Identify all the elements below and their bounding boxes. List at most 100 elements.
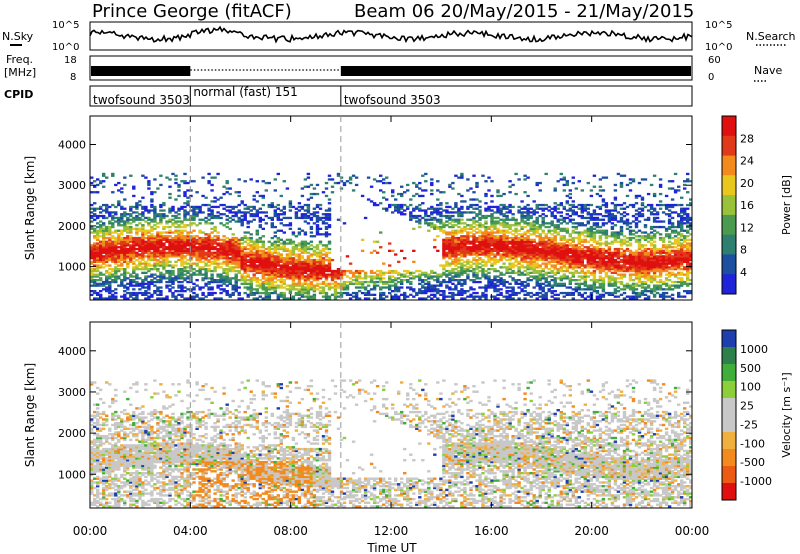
heatmap-cell: [439, 208, 442, 210]
heatmap-cell: [253, 198, 256, 200]
heatmap-cell: [484, 202, 487, 204]
heatmap-cell: [319, 290, 322, 292]
heatmap-cell: [343, 270, 346, 272]
heatmap-cell: [105, 217, 108, 219]
heatmap-cell: [232, 211, 235, 213]
heatmap-cell: [174, 175, 177, 177]
heatmap-cell: [132, 211, 135, 213]
heatmap-cell: [207, 264, 210, 266]
heatmap-cell: [358, 286, 361, 288]
heatmap-cell: [391, 189, 394, 191]
heatmap-cell: [566, 222, 569, 224]
heatmap-cell: [337, 173, 340, 175]
heatmap-cell: [96, 279, 99, 281]
heatmap-cell: [277, 285, 280, 287]
heatmap-cell: [493, 220, 496, 222]
heatmap-cell: [247, 252, 250, 254]
heatmap-cell: [204, 204, 207, 206]
heatmap-cell: [222, 239, 225, 241]
heatmap-cell: [448, 211, 451, 213]
heatmap-cell: [171, 173, 174, 175]
heatmap-cell: [150, 198, 153, 200]
heatmap-cell: [250, 178, 253, 180]
heatmap-cell: [475, 208, 478, 210]
heatmap-cell: [382, 272, 385, 274]
heatmap-cell: [247, 274, 250, 276]
heatmap-cell: [385, 286, 388, 288]
heatmap-cell: [572, 292, 575, 294]
heatmap-cell: [361, 277, 364, 279]
heatmap-cell: [382, 178, 385, 180]
heatmap-cell: [99, 294, 102, 296]
heatmap-cell: [445, 252, 448, 254]
heatmap-cell: [147, 180, 150, 182]
heatmap-cell: [551, 290, 554, 292]
heatmap-cell: [307, 186, 310, 188]
heatmap-cell: [280, 242, 283, 244]
heatmap-cell: [445, 237, 448, 239]
heatmap-cell: [238, 297, 241, 299]
heatmap-cell: [346, 255, 349, 257]
heatmap-cell: [90, 191, 93, 193]
heatmap-cell: [144, 261, 147, 263]
heatmap-cell: [469, 279, 472, 281]
heatmap-cell: [216, 297, 219, 299]
heatmap-cell: [120, 237, 123, 239]
heatmap-cell: [162, 274, 165, 276]
heatmap-cell: [201, 292, 204, 294]
heatmap-cell: [346, 292, 349, 294]
heatmap-cell: [484, 261, 487, 263]
heatmap-cell: [530, 272, 533, 274]
heatmap-cell: [511, 237, 514, 239]
heatmap-cell: [292, 257, 295, 259]
heatmap-cell: [226, 180, 229, 182]
heatmap-cell: [147, 268, 150, 270]
heatmap-cell: [277, 252, 280, 254]
heatmap-cell: [274, 281, 277, 283]
heatmap-cell: [226, 222, 229, 224]
heatmap-cell: [388, 292, 391, 294]
heatmap-cell: [523, 237, 526, 239]
heatmap-cell: [490, 257, 493, 259]
heatmap-cell: [216, 211, 219, 213]
heatmap-cell: [557, 211, 560, 213]
heatmap-cell: [304, 213, 307, 215]
freq-trace: [91, 66, 691, 76]
heatmap-cell: [496, 228, 499, 230]
heatmap-cell: [204, 263, 207, 265]
heatmap-cell: [180, 281, 183, 283]
heatmap-cell: [313, 294, 316, 296]
heatmap-cell: [247, 220, 250, 222]
heatmap-cell: [286, 217, 289, 219]
heatmap-cell: [442, 209, 445, 211]
heatmap-cell: [168, 178, 171, 180]
heatmap-cell: [268, 241, 271, 243]
heatmap-cell: [499, 195, 502, 197]
heatmap-cell: [433, 285, 436, 287]
heatmap-cell: [511, 217, 514, 219]
heatmap-cell: [108, 281, 111, 283]
heatmap-cell: [406, 286, 409, 288]
heatmap-cell: [457, 257, 460, 259]
heatmap-cell: [168, 285, 171, 287]
heatmap-cell: [433, 272, 436, 274]
heatmap-cell: [581, 244, 584, 246]
heatmap-cell: [204, 268, 207, 270]
heatmap-cell: [96, 208, 99, 210]
heatmap-cell: [328, 175, 331, 177]
heatmap-cell: [526, 261, 529, 263]
heatmap-cell: [132, 228, 135, 230]
heatmap-cell: [545, 226, 548, 228]
heatmap-cell: [168, 270, 171, 272]
heatmap-cell: [274, 241, 277, 243]
heatmap-cell: [307, 246, 310, 248]
heatmap-cell: [117, 217, 120, 219]
heatmap-cell: [216, 263, 219, 265]
heatmap-cell: [388, 275, 391, 277]
heatmap-cell: [451, 208, 454, 210]
heatmap-cell: [539, 264, 542, 266]
heatmap-cell: [274, 235, 277, 237]
heatmap-cell: [590, 195, 593, 197]
heatmap-cell: [244, 286, 247, 288]
heatmap-cell: [244, 180, 247, 182]
